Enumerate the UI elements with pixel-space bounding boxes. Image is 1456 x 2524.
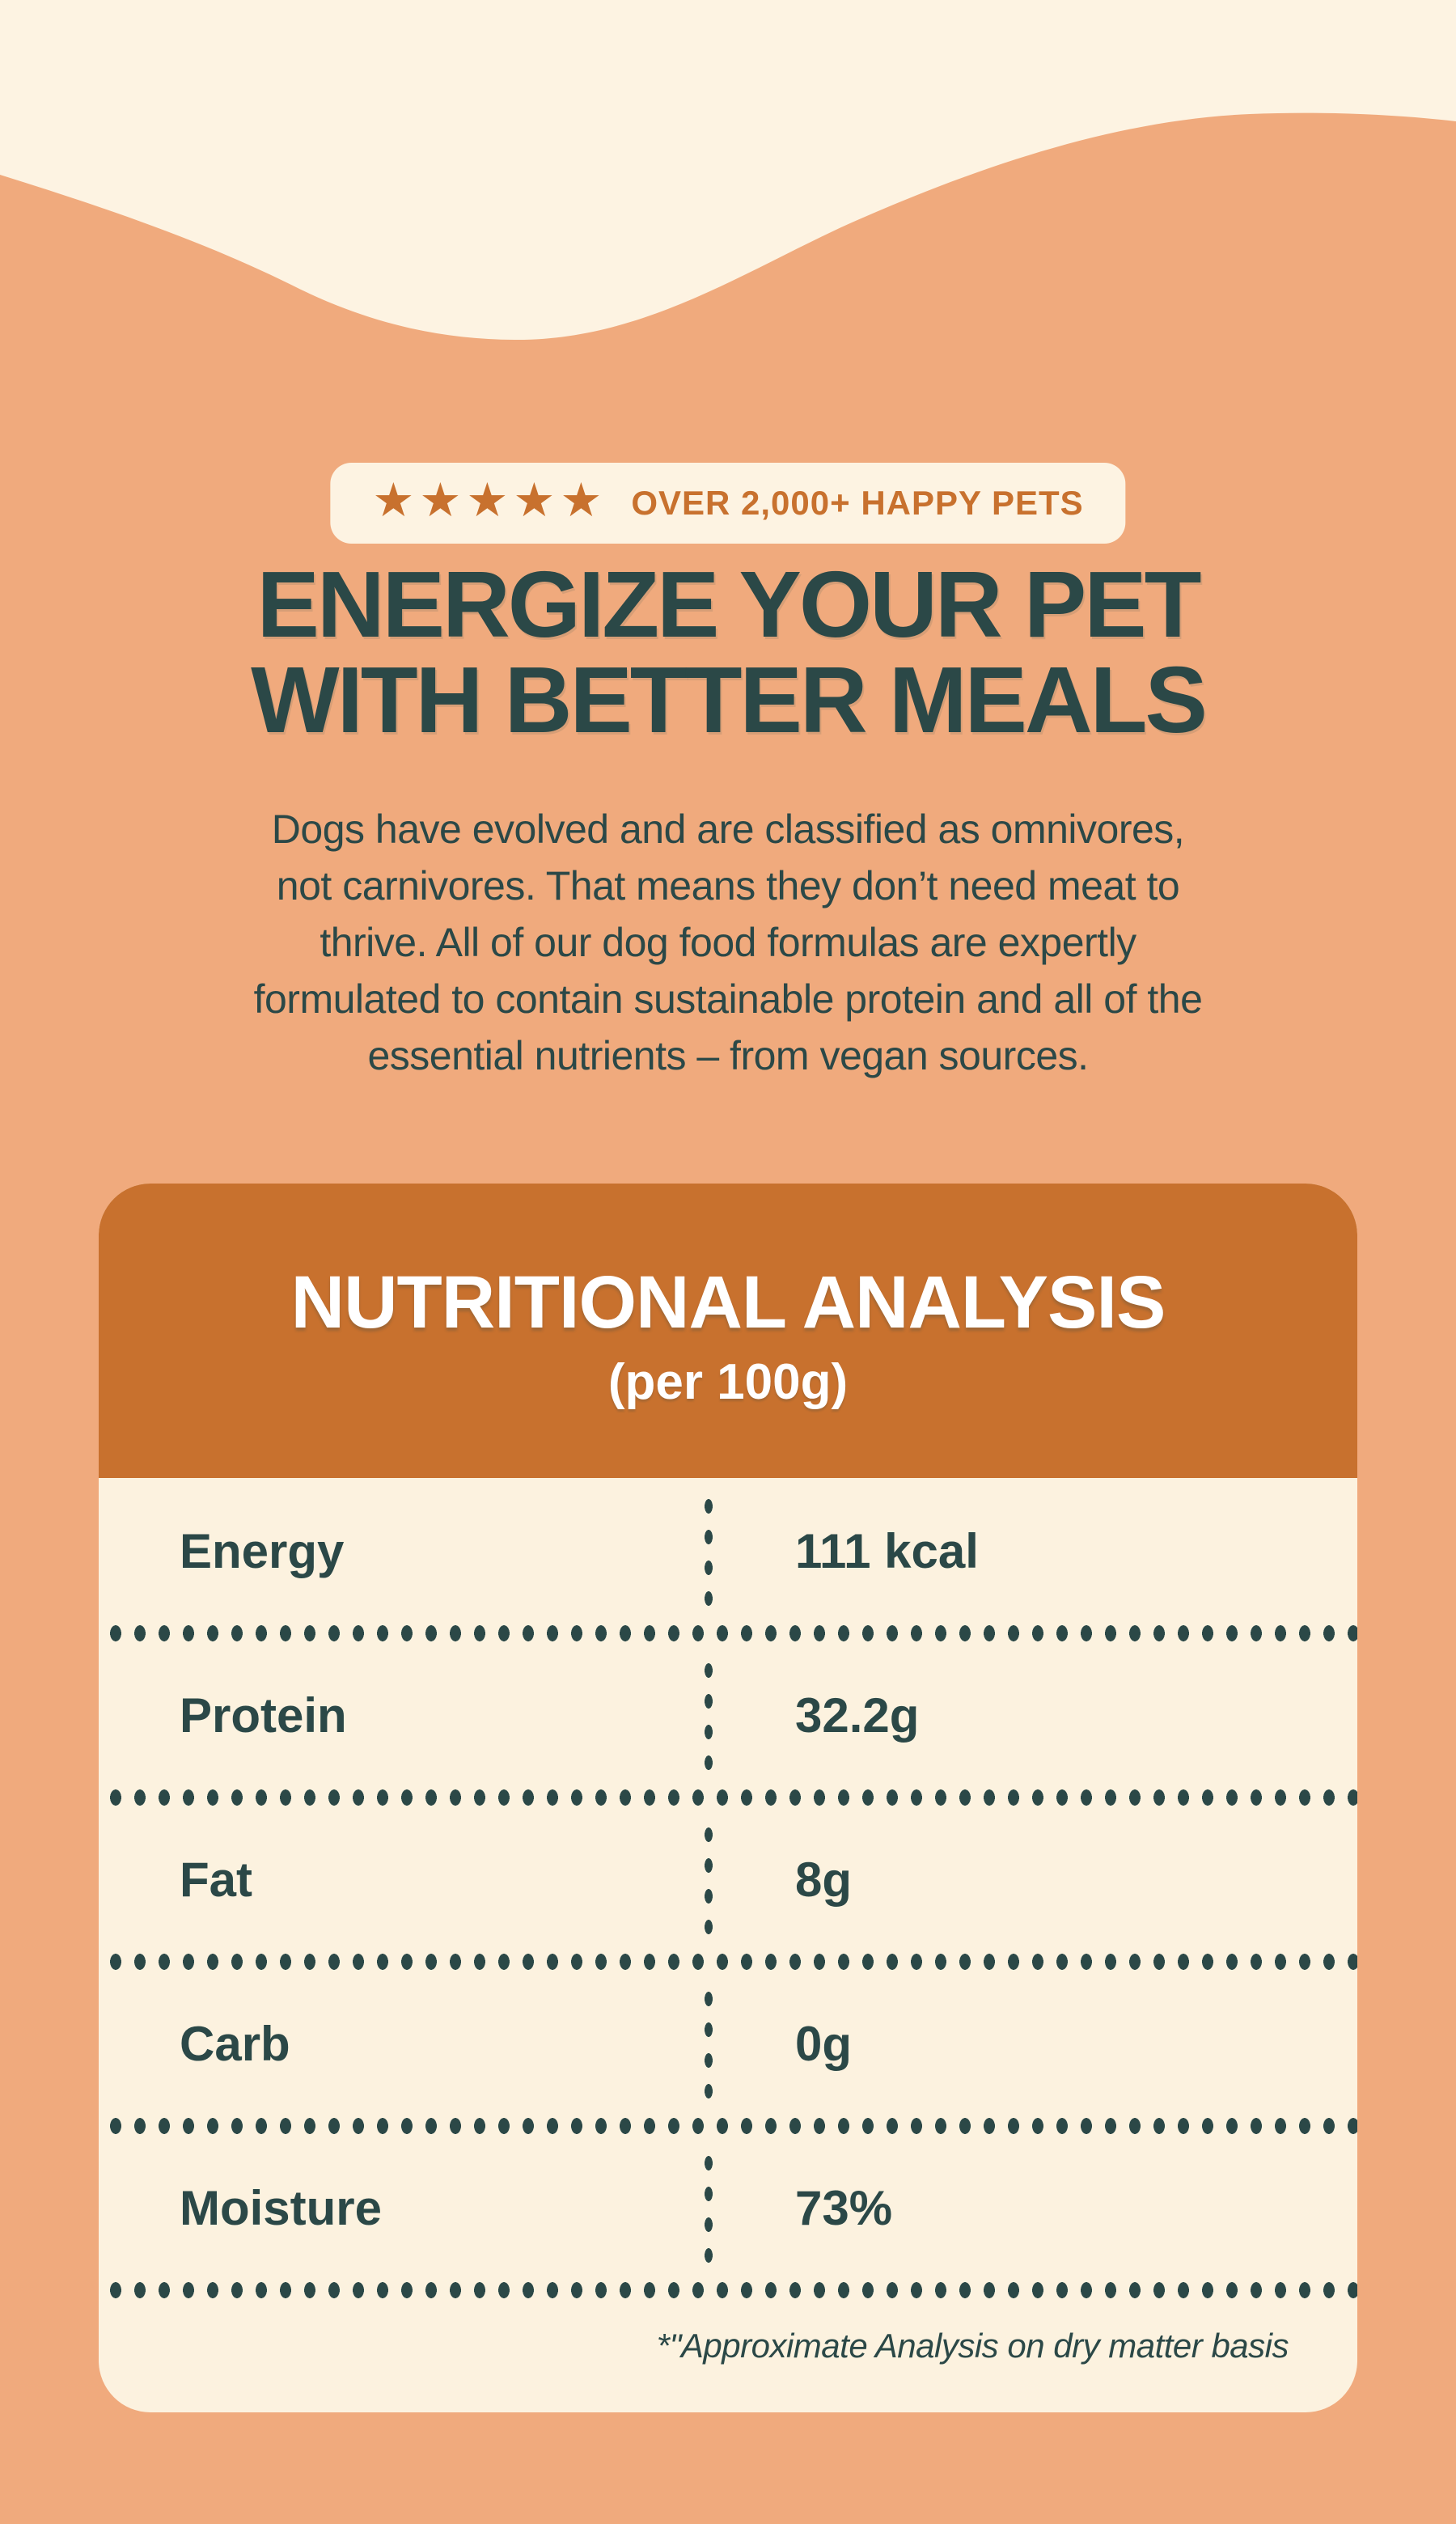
hero-description: Dogs have evolved and are classified as … (253, 807, 1203, 1078)
nutrient-label: Carb (180, 2016, 290, 2071)
nutrient-label: Moisture (180, 2180, 383, 2235)
nutrient-value: 73% (795, 2180, 893, 2235)
horizontal-dotted-divider (99, 1624, 1357, 1642)
card-footnote: *"Approximate Analysis on dry matter bas… (656, 2327, 1289, 2365)
nutrient-value: 111 kcal (795, 1523, 979, 1578)
vertical-dotted-divider (702, 1984, 715, 2104)
nutrient-label: Protein (180, 1688, 347, 1743)
horizontal-dotted-divider (99, 1789, 1357, 1806)
vertical-dotted-divider (702, 2148, 715, 2268)
nutrient-value: 32.2g (795, 1688, 920, 1743)
nutrient-label: Energy (180, 1523, 345, 1578)
vertical-dotted-divider (702, 1655, 715, 1776)
horizontal-dotted-divider (99, 2117, 1357, 2135)
nutrition-row-protein: Protein 32.2g (99, 1642, 1357, 1789)
nutrient-label: Fat (180, 1852, 252, 1907)
star-rating-icons: ★★★★★ (372, 474, 607, 527)
vertical-dotted-divider (702, 1491, 715, 1611)
nutrition-card-header: NUTRITIONAL ANALYSIS (per 100g) (99, 1184, 1357, 1478)
nutrition-row-fat: Fat 8g (99, 1806, 1357, 1953)
nutrient-value: 0g (795, 2016, 853, 2071)
nutrition-card: NUTRITIONAL ANALYSIS (per 100g) Energy 1… (99, 1184, 1357, 2412)
rating-badge: ★★★★★ OVER 2,000+ HAPPY PETS (330, 463, 1126, 544)
wave-background (0, 0, 1456, 340)
nutrition-card-subtitle: (per 100g) (607, 1354, 849, 1410)
nutrition-row-carb: Carb 0g (99, 1971, 1357, 2117)
horizontal-dotted-divider (99, 2281, 1357, 2299)
nutrition-row-moisture: Moisture 73% (99, 2135, 1357, 2281)
nutrition-card-title: NUTRITIONAL ANALYSIS (290, 1261, 1166, 1344)
nutrition-row-energy: Energy 111 kcal (99, 1478, 1357, 1624)
rating-badge-label: OVER 2,000+ HAPPY PETS (631, 484, 1084, 522)
hero-title: ENERGIZE YOUR PET WITH BETTER MEALS (251, 552, 1208, 752)
nutrient-value: 8g (795, 1852, 853, 1907)
horizontal-dotted-divider (99, 1953, 1357, 1971)
vertical-dotted-divider (702, 1819, 715, 1940)
